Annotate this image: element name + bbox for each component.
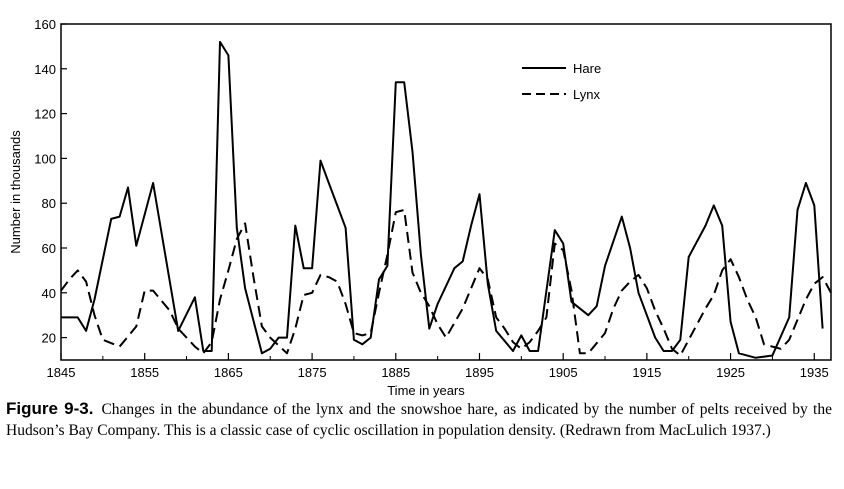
y-tick-label: 80 <box>42 196 56 211</box>
lynx-legend-label: Lynx <box>573 87 600 102</box>
series-layer <box>60 40 832 359</box>
x-axis-title: Time in years <box>387 383 465 398</box>
x-axis: 1845 1855 1865 1875 1885 1895 1905 1915 1925 1935 <box>47 353 829 380</box>
x-tick-label: 1905 <box>549 365 578 380</box>
x-tick-label: 1925 <box>716 365 745 380</box>
lynx-series-line <box>60 208 832 357</box>
y-axis-title: Number in thousands <box>8 130 23 254</box>
x-tick-label: 1915 <box>632 365 661 380</box>
x-tick-label: 1845 <box>47 365 76 380</box>
x-tick-label: 1935 <box>800 365 829 380</box>
y-tick-label: 120 <box>34 107 56 122</box>
plot-frame <box>60 23 832 361</box>
x-tick-label: 1865 <box>214 365 243 380</box>
caption-label: Figure 9-3. <box>6 399 94 418</box>
y-tick-label: 140 <box>34 62 56 77</box>
x-tick-label: 1885 <box>381 365 410 380</box>
x-tick-label: 1875 <box>298 365 327 380</box>
y-tick-label: 160 <box>34 17 56 32</box>
x-tick-label: 1855 <box>130 365 159 380</box>
hare-series-line <box>61 40 824 359</box>
figure-caption: Figure 9-3. Changes in the abundance of t… <box>6 398 832 441</box>
x-tick-label: 1895 <box>465 365 494 380</box>
caption-text: Changes in the abundance of the lynx and… <box>6 401 832 439</box>
y-tick-label: 20 <box>42 331 56 346</box>
y-axis: 20 40 60 80 100 120 140 160 <box>34 17 67 346</box>
hare-legend-label: Hare <box>573 61 601 76</box>
population-line-chart: 20 40 60 80 100 120 140 160 1845 1855 1865 1875 188… <box>8 17 832 398</box>
y-tick-label: 60 <box>42 241 56 256</box>
legend: Hare Lynx <box>522 61 601 102</box>
y-tick-label: 100 <box>34 151 56 166</box>
y-tick-label: 40 <box>42 286 56 301</box>
